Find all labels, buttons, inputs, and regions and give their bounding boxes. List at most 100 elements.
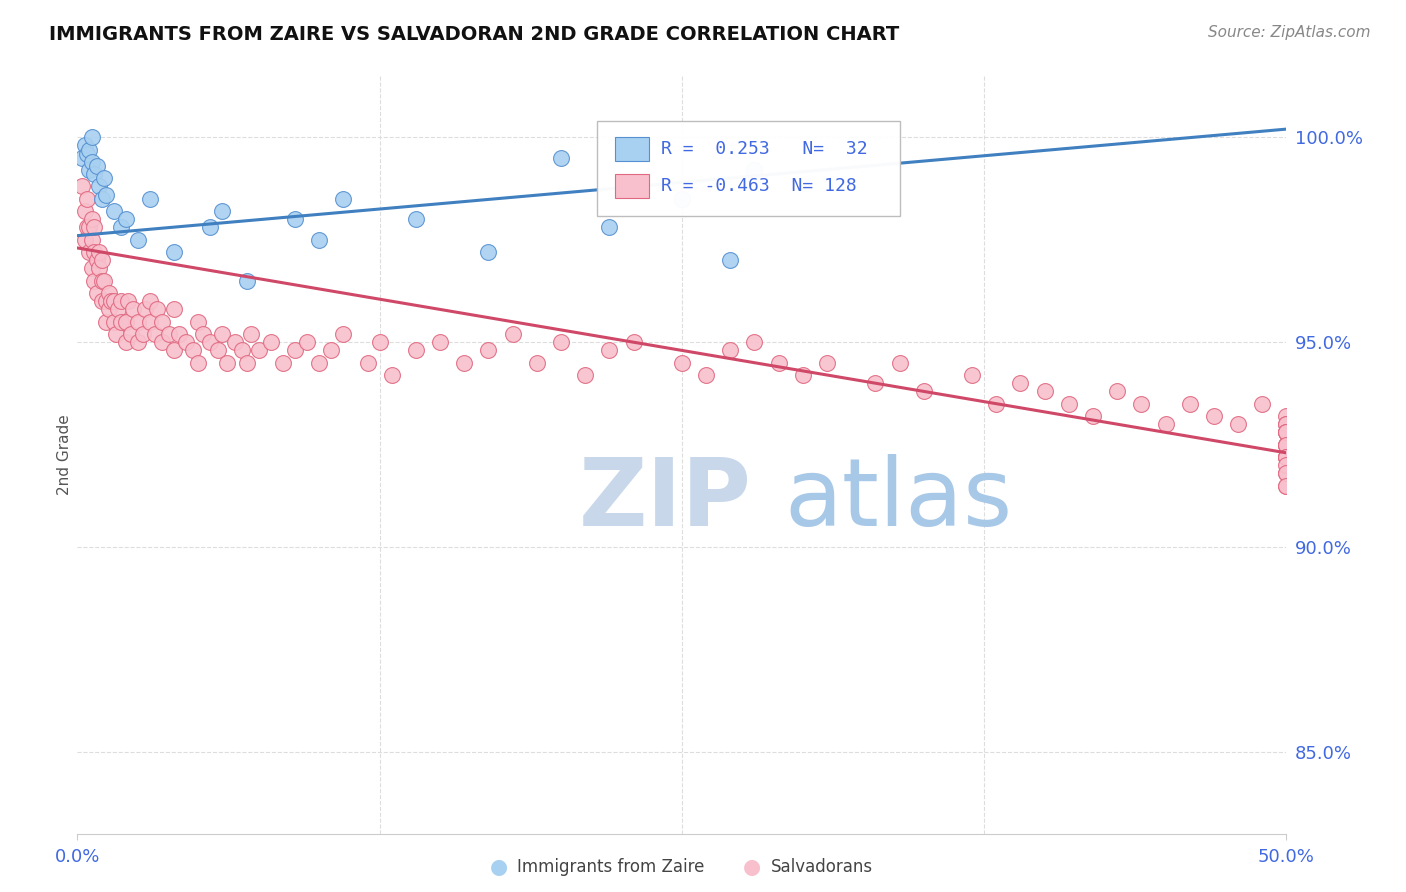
Point: [114, 335, 136, 350]
Point: [150, 335, 173, 350]
Point: [356, 356, 378, 370]
Point: [100, 294, 122, 309]
Point: [83, 245, 105, 260]
Point: [70, 151, 93, 165]
Point: [83, 274, 105, 288]
Point: [207, 343, 229, 358]
Point: [163, 343, 186, 358]
FancyBboxPatch shape: [598, 121, 900, 216]
Point: [96, 315, 118, 329]
Point: [695, 368, 717, 382]
Text: IMMIGRANTS FROM ZAIRE VS SALVADORAN 2ND GRADE CORRELATION CHART: IMMIGRANTS FROM ZAIRE VS SALVADORAN 2ND …: [49, 25, 900, 44]
Point: [718, 343, 741, 358]
Point: [477, 245, 499, 260]
Point: [429, 335, 451, 350]
Point: [986, 397, 1008, 411]
Point: [1275, 467, 1298, 481]
Point: [792, 368, 814, 382]
Point: [163, 245, 186, 260]
Point: [90, 274, 112, 288]
Point: [80, 233, 103, 247]
Point: [1275, 450, 1298, 464]
Point: [623, 335, 645, 350]
Point: [211, 326, 233, 341]
Point: [295, 335, 318, 350]
Point: [83, 167, 105, 181]
Point: [157, 326, 180, 341]
Point: [97, 286, 120, 301]
Point: [671, 192, 693, 206]
Point: [79, 245, 101, 260]
Point: [889, 356, 911, 370]
Point: [87, 261, 110, 276]
Point: [1033, 384, 1056, 399]
Point: [120, 326, 142, 341]
Text: ZIP: ZIP: [579, 454, 752, 547]
Point: [1275, 450, 1298, 464]
Point: [1275, 417, 1298, 432]
Point: [73, 138, 96, 153]
Point: [224, 335, 246, 350]
Point: [117, 294, 139, 309]
Point: [127, 233, 149, 247]
Point: [768, 356, 790, 370]
Point: [1275, 438, 1298, 452]
Point: [271, 356, 294, 370]
Point: [1057, 397, 1080, 411]
Text: ●: ●: [744, 857, 761, 877]
Point: [284, 212, 307, 227]
Point: [127, 335, 149, 350]
Text: ●: ●: [491, 857, 508, 877]
Point: [332, 192, 354, 206]
Point: [231, 343, 253, 358]
Point: [103, 204, 125, 219]
Point: [240, 326, 263, 341]
Point: [744, 163, 766, 178]
Point: [1275, 438, 1298, 452]
Text: Immigrants from Zaire: Immigrants from Zaire: [517, 858, 704, 876]
Text: R =  0.253   N=  32: R = 0.253 N= 32: [661, 140, 868, 159]
Point: [1275, 417, 1298, 432]
Point: [405, 212, 427, 227]
Point: [187, 356, 209, 370]
Point: [80, 212, 103, 227]
Point: [191, 326, 214, 341]
Text: Salvadorans: Salvadorans: [770, 858, 873, 876]
Point: [477, 343, 499, 358]
Point: [127, 315, 149, 329]
Point: [550, 151, 572, 165]
Point: [96, 187, 118, 202]
Point: [76, 146, 98, 161]
Point: [744, 335, 766, 350]
Point: [1275, 450, 1298, 464]
Point: [865, 376, 887, 391]
Point: [1275, 467, 1298, 481]
Point: [80, 130, 103, 145]
Point: [1275, 478, 1298, 492]
Point: [598, 343, 620, 358]
Point: [80, 261, 103, 276]
Point: [110, 294, 132, 309]
Point: [86, 253, 108, 268]
Point: [183, 343, 205, 358]
Text: R = -0.463  N= 128: R = -0.463 N= 128: [661, 177, 858, 194]
Point: [815, 356, 838, 370]
Y-axis label: 2nd Grade: 2nd Grade: [56, 415, 72, 495]
Point: [167, 326, 190, 341]
Point: [187, 315, 209, 329]
Point: [217, 356, 239, 370]
Point: [550, 335, 572, 350]
Point: [93, 171, 115, 186]
Point: [79, 220, 101, 235]
Point: [86, 159, 108, 173]
Point: [79, 143, 101, 157]
Point: [1154, 417, 1177, 432]
Point: [73, 204, 96, 219]
Point: [73, 233, 96, 247]
Point: [139, 192, 162, 206]
Point: [107, 302, 129, 317]
Point: [247, 343, 270, 358]
Point: [103, 315, 125, 329]
Point: [86, 286, 108, 301]
Point: [93, 274, 115, 288]
